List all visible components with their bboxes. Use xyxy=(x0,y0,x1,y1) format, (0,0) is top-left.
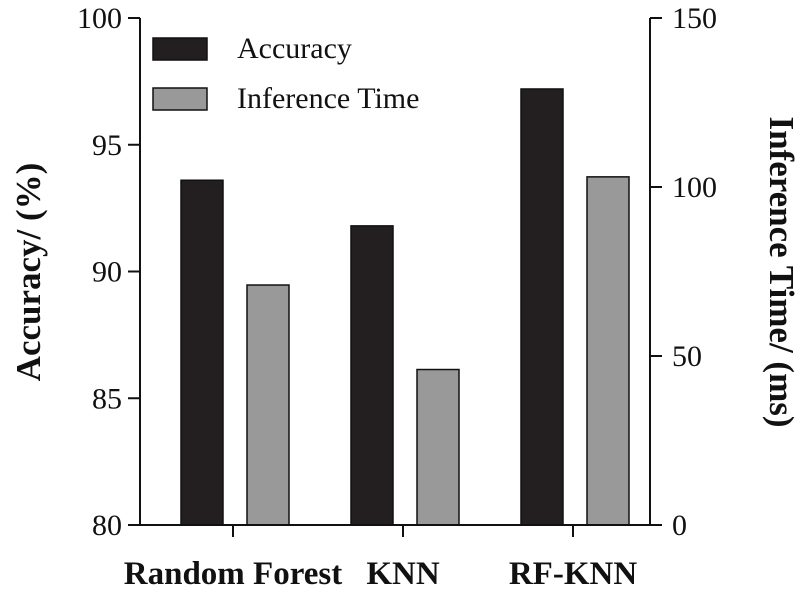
bar-inference-time-0 xyxy=(246,284,290,526)
bars-layer xyxy=(180,88,630,526)
y-tick-label-0: 80 xyxy=(92,509,122,542)
y2-tick-label-2: 100 xyxy=(672,171,717,204)
x-tick-label-2: RF-KNN xyxy=(509,556,637,592)
legend-label-1: Inference Time xyxy=(237,82,419,115)
legend-label-0: Accuracy xyxy=(237,32,352,65)
bar-accuracy-1 xyxy=(350,225,394,526)
y2-tick-label-3: 150 xyxy=(672,2,717,35)
y2-tick-label-0: 0 xyxy=(672,509,687,542)
y-tick-label-3: 95 xyxy=(92,129,122,162)
x-tick-label-1: KNN xyxy=(366,556,440,592)
y2-tick-label-1: 50 xyxy=(672,340,702,373)
y2-axis-title: Inference Time/ (ms) xyxy=(762,116,800,427)
legend-swatch-0 xyxy=(152,37,208,61)
axes-layer: Random Forest KNN RF-KNN 80 85 90 95 100 0 50 100 1… xyxy=(77,2,717,592)
y-tick-label-4: 100 xyxy=(77,2,122,35)
y-tick-label-1: 85 xyxy=(92,382,122,415)
bar-inference-time-2 xyxy=(586,176,630,526)
x-tick-label-0: Random Forest xyxy=(124,556,342,592)
legend: Accuracy Inference Time xyxy=(152,32,419,115)
bar-accuracy-2 xyxy=(520,88,564,526)
y-axis-title: Accuracy/ (%) xyxy=(9,163,48,382)
bar-accuracy-0 xyxy=(180,179,224,526)
legend-swatch-1 xyxy=(152,87,208,111)
y-tick-label-2: 90 xyxy=(92,256,122,289)
bar-inference-time-1 xyxy=(416,368,460,526)
